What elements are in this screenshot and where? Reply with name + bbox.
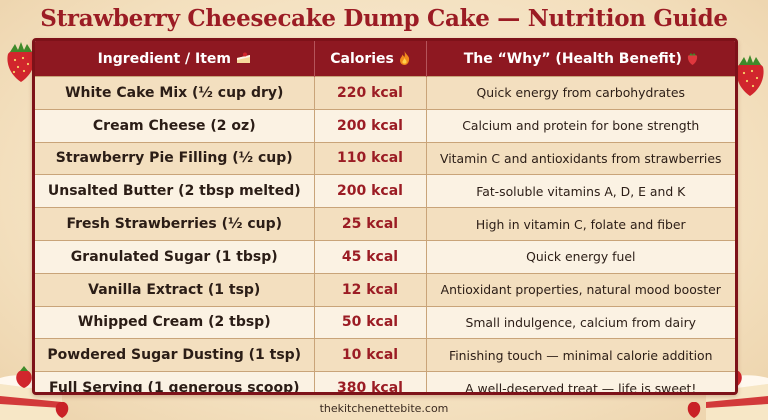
- cell-item: White Cake Mix (½ cup dry): [35, 76, 315, 110]
- header-calories-label: Calories: [330, 50, 394, 67]
- table-row: Cream Cheese (2 oz) 200 kcal Calcium and…: [35, 108, 735, 143]
- strawberry-right-icon: [736, 55, 764, 96]
- cell-item: Cream Cheese (2 oz): [35, 108, 315, 143]
- table-row: Whipped Cream (2 tbsp) 50 kcal Small ind…: [35, 305, 735, 339]
- footer-site-url: thekitchenettebite.com: [319, 402, 449, 415]
- cell-why: Vitamin C and antioxidants from strawber…: [426, 141, 735, 175]
- table-row: Granulated Sugar (1 tbsp) 45 kcal Quick …: [35, 239, 735, 274]
- cell-calories: 25 kcal: [314, 207, 427, 241]
- cell-calories: 45 kcal: [314, 239, 427, 274]
- cell-why: Small indulgence, calcium from dairy: [426, 305, 735, 339]
- strawberry-left-icon: [7, 42, 35, 82]
- cell-item: Fresh Strawberries (½ cup): [35, 207, 315, 241]
- cell-why: Antioxidant properties, natural mood boo…: [426, 272, 735, 307]
- table-row: White Cake Mix (½ cup dry) 220 kcal Quic…: [35, 76, 735, 110]
- cell-item: Whipped Cream (2 tbsp): [35, 305, 315, 339]
- cell-calories: 12 kcal: [314, 272, 427, 307]
- cell-calories: 110 kcal: [314, 141, 427, 175]
- cell-why: Quick energy fuel: [426, 239, 735, 274]
- cell-item: Powdered Sugar Dusting (1 tsp): [35, 338, 315, 372]
- cell-why: Finishing touch — minimal calorie additi…: [426, 338, 735, 372]
- cell-item: Granulated Sugar (1 tbsp): [35, 239, 315, 274]
- cell-calories: 220 kcal: [314, 76, 427, 110]
- table-row: Fresh Strawberries (½ cup) 25 kcal High …: [35, 207, 735, 241]
- header-why-label: The “Why” (Health Benefit): [463, 50, 682, 67]
- header-ingredient-label: Ingredient / Item: [97, 50, 232, 67]
- nutrition-table: Ingredient / Item Calories The “Why: [32, 38, 738, 395]
- header-ingredient: Ingredient / Item: [35, 41, 315, 77]
- page-title: Strawberry Cheesecake Dump Cake — Nutrit…: [40, 5, 728, 32]
- cell-calories: 200 kcal: [314, 174, 427, 208]
- fire-icon: [399, 50, 409, 65]
- cell-why: High in vitamin C, folate and fiber: [426, 207, 735, 241]
- table-row: Powdered Sugar Dusting (1 tsp) 10 kcal F…: [35, 338, 735, 372]
- cell-why: Fat-soluble vitamins A, D, E and K: [426, 174, 735, 208]
- cell-item: Unsalted Butter (2 tbsp melted): [35, 174, 315, 208]
- table-row: Full Serving (1 generous scoop) 380 kcal…: [35, 371, 735, 392]
- header-calories: Calories: [314, 41, 427, 77]
- table-row: Vanilla Extract (1 tsp) 12 kcal Antioxid…: [35, 272, 735, 307]
- cell-why: Quick energy from carbohydrates: [426, 76, 735, 110]
- cell-item: Strawberry Pie Filling (½ cup): [35, 141, 315, 175]
- cell-item: Full Serving (1 generous scoop): [35, 371, 315, 392]
- cell-calories: 50 kcal: [314, 305, 427, 339]
- strawberry-icon: [687, 52, 697, 65]
- cell-calories: 380 kcal: [314, 371, 427, 392]
- cell-why: Calcium and protein for bone strength: [426, 108, 735, 143]
- header-why: The “Why” (Health Benefit): [426, 41, 735, 77]
- cell-calories: 200 kcal: [314, 108, 427, 143]
- cell-item: Vanilla Extract (1 tsp): [35, 272, 315, 307]
- cake-slice-icon: [236, 52, 250, 63]
- cell-why: A well-deserved treat — life is sweet!: [426, 371, 735, 392]
- cell-calories: 10 kcal: [314, 338, 427, 372]
- table-row: Unsalted Butter (2 tbsp melted) 200 kcal…: [35, 174, 735, 208]
- table-header-row: Ingredient / Item Calories The “Why: [35, 41, 735, 77]
- table-row: Strawberry Pie Filling (½ cup) 110 kcal …: [35, 141, 735, 175]
